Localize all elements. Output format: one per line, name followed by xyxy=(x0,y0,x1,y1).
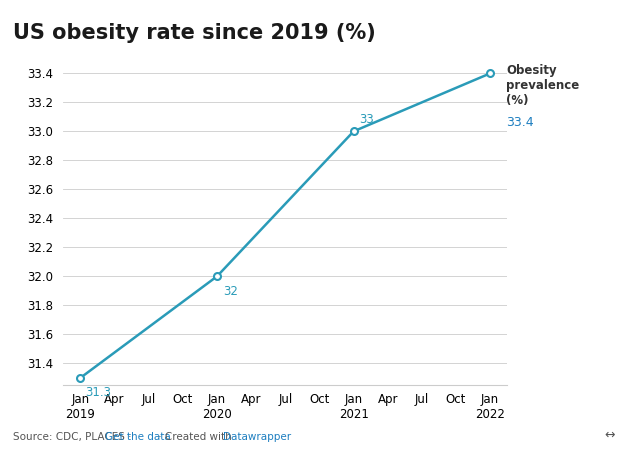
Text: 33: 33 xyxy=(359,113,374,125)
Text: Get the data: Get the data xyxy=(105,432,171,442)
Text: ↔: ↔ xyxy=(604,429,615,442)
Text: Source: CDC, PLACES ·: Source: CDC, PLACES · xyxy=(13,432,134,442)
Text: 31.3: 31.3 xyxy=(85,386,111,400)
Text: US obesity rate since 2019 (%): US obesity rate since 2019 (%) xyxy=(13,23,375,43)
Text: 32: 32 xyxy=(223,285,238,298)
Text: Datawrapper: Datawrapper xyxy=(223,432,291,442)
Text: · Created with: · Created with xyxy=(155,432,235,442)
Text: 33.4: 33.4 xyxy=(506,116,534,130)
Text: Obesity
prevalence
(%): Obesity prevalence (%) xyxy=(506,64,579,107)
